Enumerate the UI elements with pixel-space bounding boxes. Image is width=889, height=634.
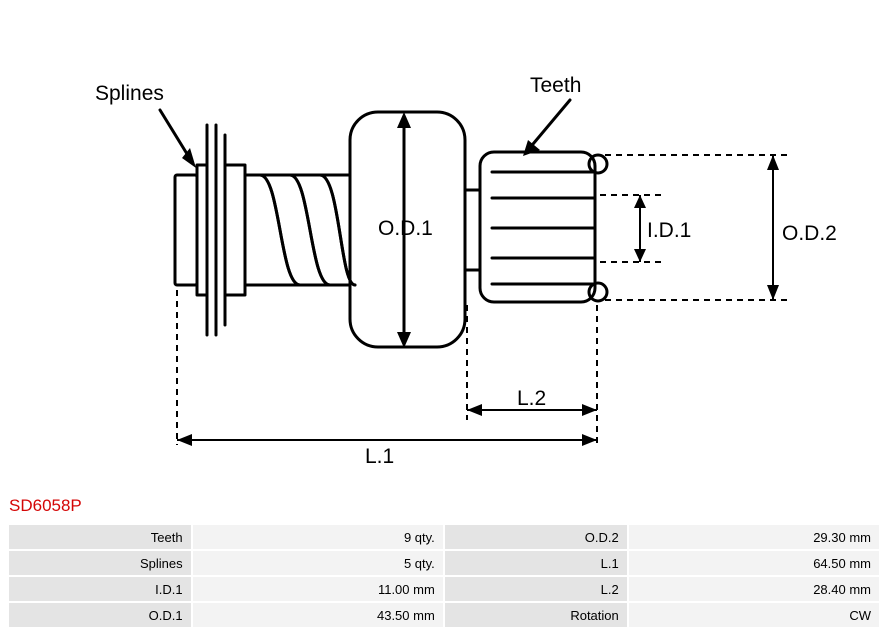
table-row: Splines 5 qty. L.1 64.50 mm	[9, 551, 879, 575]
spec-value: 29.30 mm	[629, 525, 879, 549]
diagram-area: Splines Teeth O.D.1 I.D.1 O.D.2 L.2 L.1	[0, 0, 889, 490]
spec-value: CW	[629, 603, 879, 627]
spec-key: Teeth	[9, 525, 191, 549]
spec-key: L.2	[445, 577, 627, 601]
label-splines: Splines	[95, 82, 164, 105]
spec-key: Rotation	[445, 603, 627, 627]
spec-value: 64.50 mm	[629, 551, 879, 575]
label-id1: I.D.1	[647, 219, 691, 242]
spec-key: O.D.2	[445, 525, 627, 549]
drive-diagram: Splines Teeth O.D.1 I.D.1 O.D.2 L.2 L.1	[0, 0, 889, 490]
label-od2: O.D.2	[782, 222, 837, 245]
spec-key: Splines	[9, 551, 191, 575]
label-l2: L.2	[517, 387, 546, 410]
spec-table: Teeth 9 qty. O.D.2 29.30 mm Splines 5 qt…	[7, 523, 881, 629]
spec-key: I.D.1	[9, 577, 191, 601]
label-teeth: Teeth	[530, 74, 581, 97]
table-row: O.D.1 43.50 mm Rotation CW	[9, 603, 879, 627]
table-row: Teeth 9 qty. O.D.2 29.30 mm	[9, 525, 879, 549]
label-l1: L.1	[365, 445, 394, 468]
spec-value: 28.40 mm	[629, 577, 879, 601]
spec-value: 9 qty.	[193, 525, 443, 549]
label-od1: O.D.1	[378, 217, 433, 240]
spec-value: 5 qty.	[193, 551, 443, 575]
part-id: SD6058P	[9, 496, 82, 516]
spec-key: L.1	[445, 551, 627, 575]
table-row: I.D.1 11.00 mm L.2 28.40 mm	[9, 577, 879, 601]
spec-value: 11.00 mm	[193, 577, 443, 601]
spec-key: O.D.1	[9, 603, 191, 627]
spec-value: 43.50 mm	[193, 603, 443, 627]
